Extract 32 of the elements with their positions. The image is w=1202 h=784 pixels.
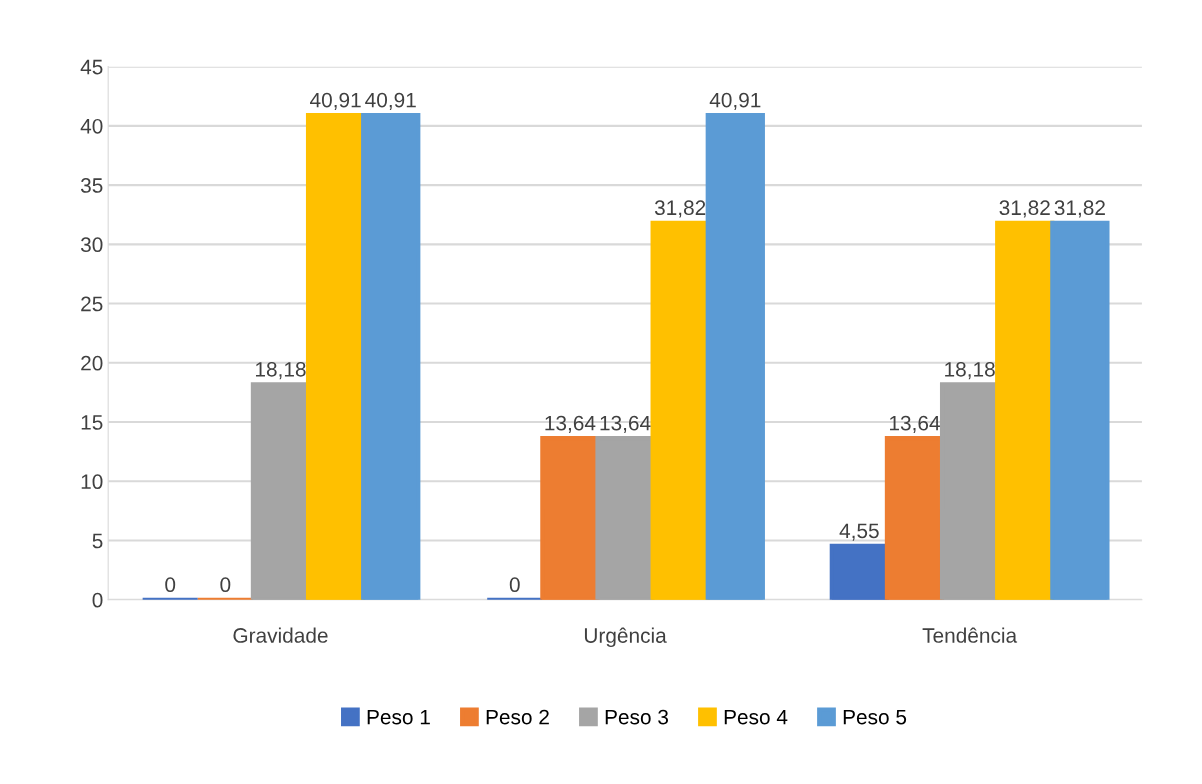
y-tick-label: 25 — [81, 296, 103, 312]
legend-label: Peso 4 — [724, 709, 788, 725]
data-label: 13,64 — [545, 415, 596, 433]
legend-label: Peso 1 — [367, 709, 430, 725]
y-tick-label: 40 — [80, 118, 103, 134]
y-tick-label: 45 — [80, 59, 103, 75]
data-label: 40,91 — [310, 92, 361, 110]
x-tick-label: Gravidade — [233, 627, 328, 643]
y-tick-label: 15 — [81, 415, 103, 430]
y-tick-label: 10 — [81, 474, 103, 490]
y-tick-label: 20 — [81, 355, 103, 371]
legend-label: Peso 3 — [605, 709, 669, 725]
y-tick-label: 5 — [92, 533, 103, 549]
data-label: 13,64 — [890, 415, 940, 433]
data-label: 0 — [509, 577, 520, 593]
data-label: 31,82 — [654, 200, 706, 218]
data-label: 31,82 — [999, 200, 1050, 218]
data-label: 40,91 — [365, 92, 416, 110]
data-label: 40,91 — [709, 92, 761, 110]
x-tick-label: Tendência — [922, 627, 1018, 643]
data-label: 4,55 — [839, 523, 879, 541]
data-label: 31,82 — [1054, 200, 1105, 218]
data-label: 0 — [165, 577, 176, 593]
y-tick-label: 30 — [80, 237, 103, 253]
data-label: 0 — [220, 577, 231, 593]
x-tick-label: Urgência — [584, 627, 667, 648]
legend-label: Peso 2 — [486, 709, 549, 725]
y-tick-label: 35 — [80, 178, 103, 193]
legend-label: Peso 5 — [843, 709, 907, 725]
data-label: 18,18 — [945, 361, 995, 380]
data-label: 18,18 — [255, 361, 306, 380]
y-tick-label: 0 — [92, 592, 103, 608]
